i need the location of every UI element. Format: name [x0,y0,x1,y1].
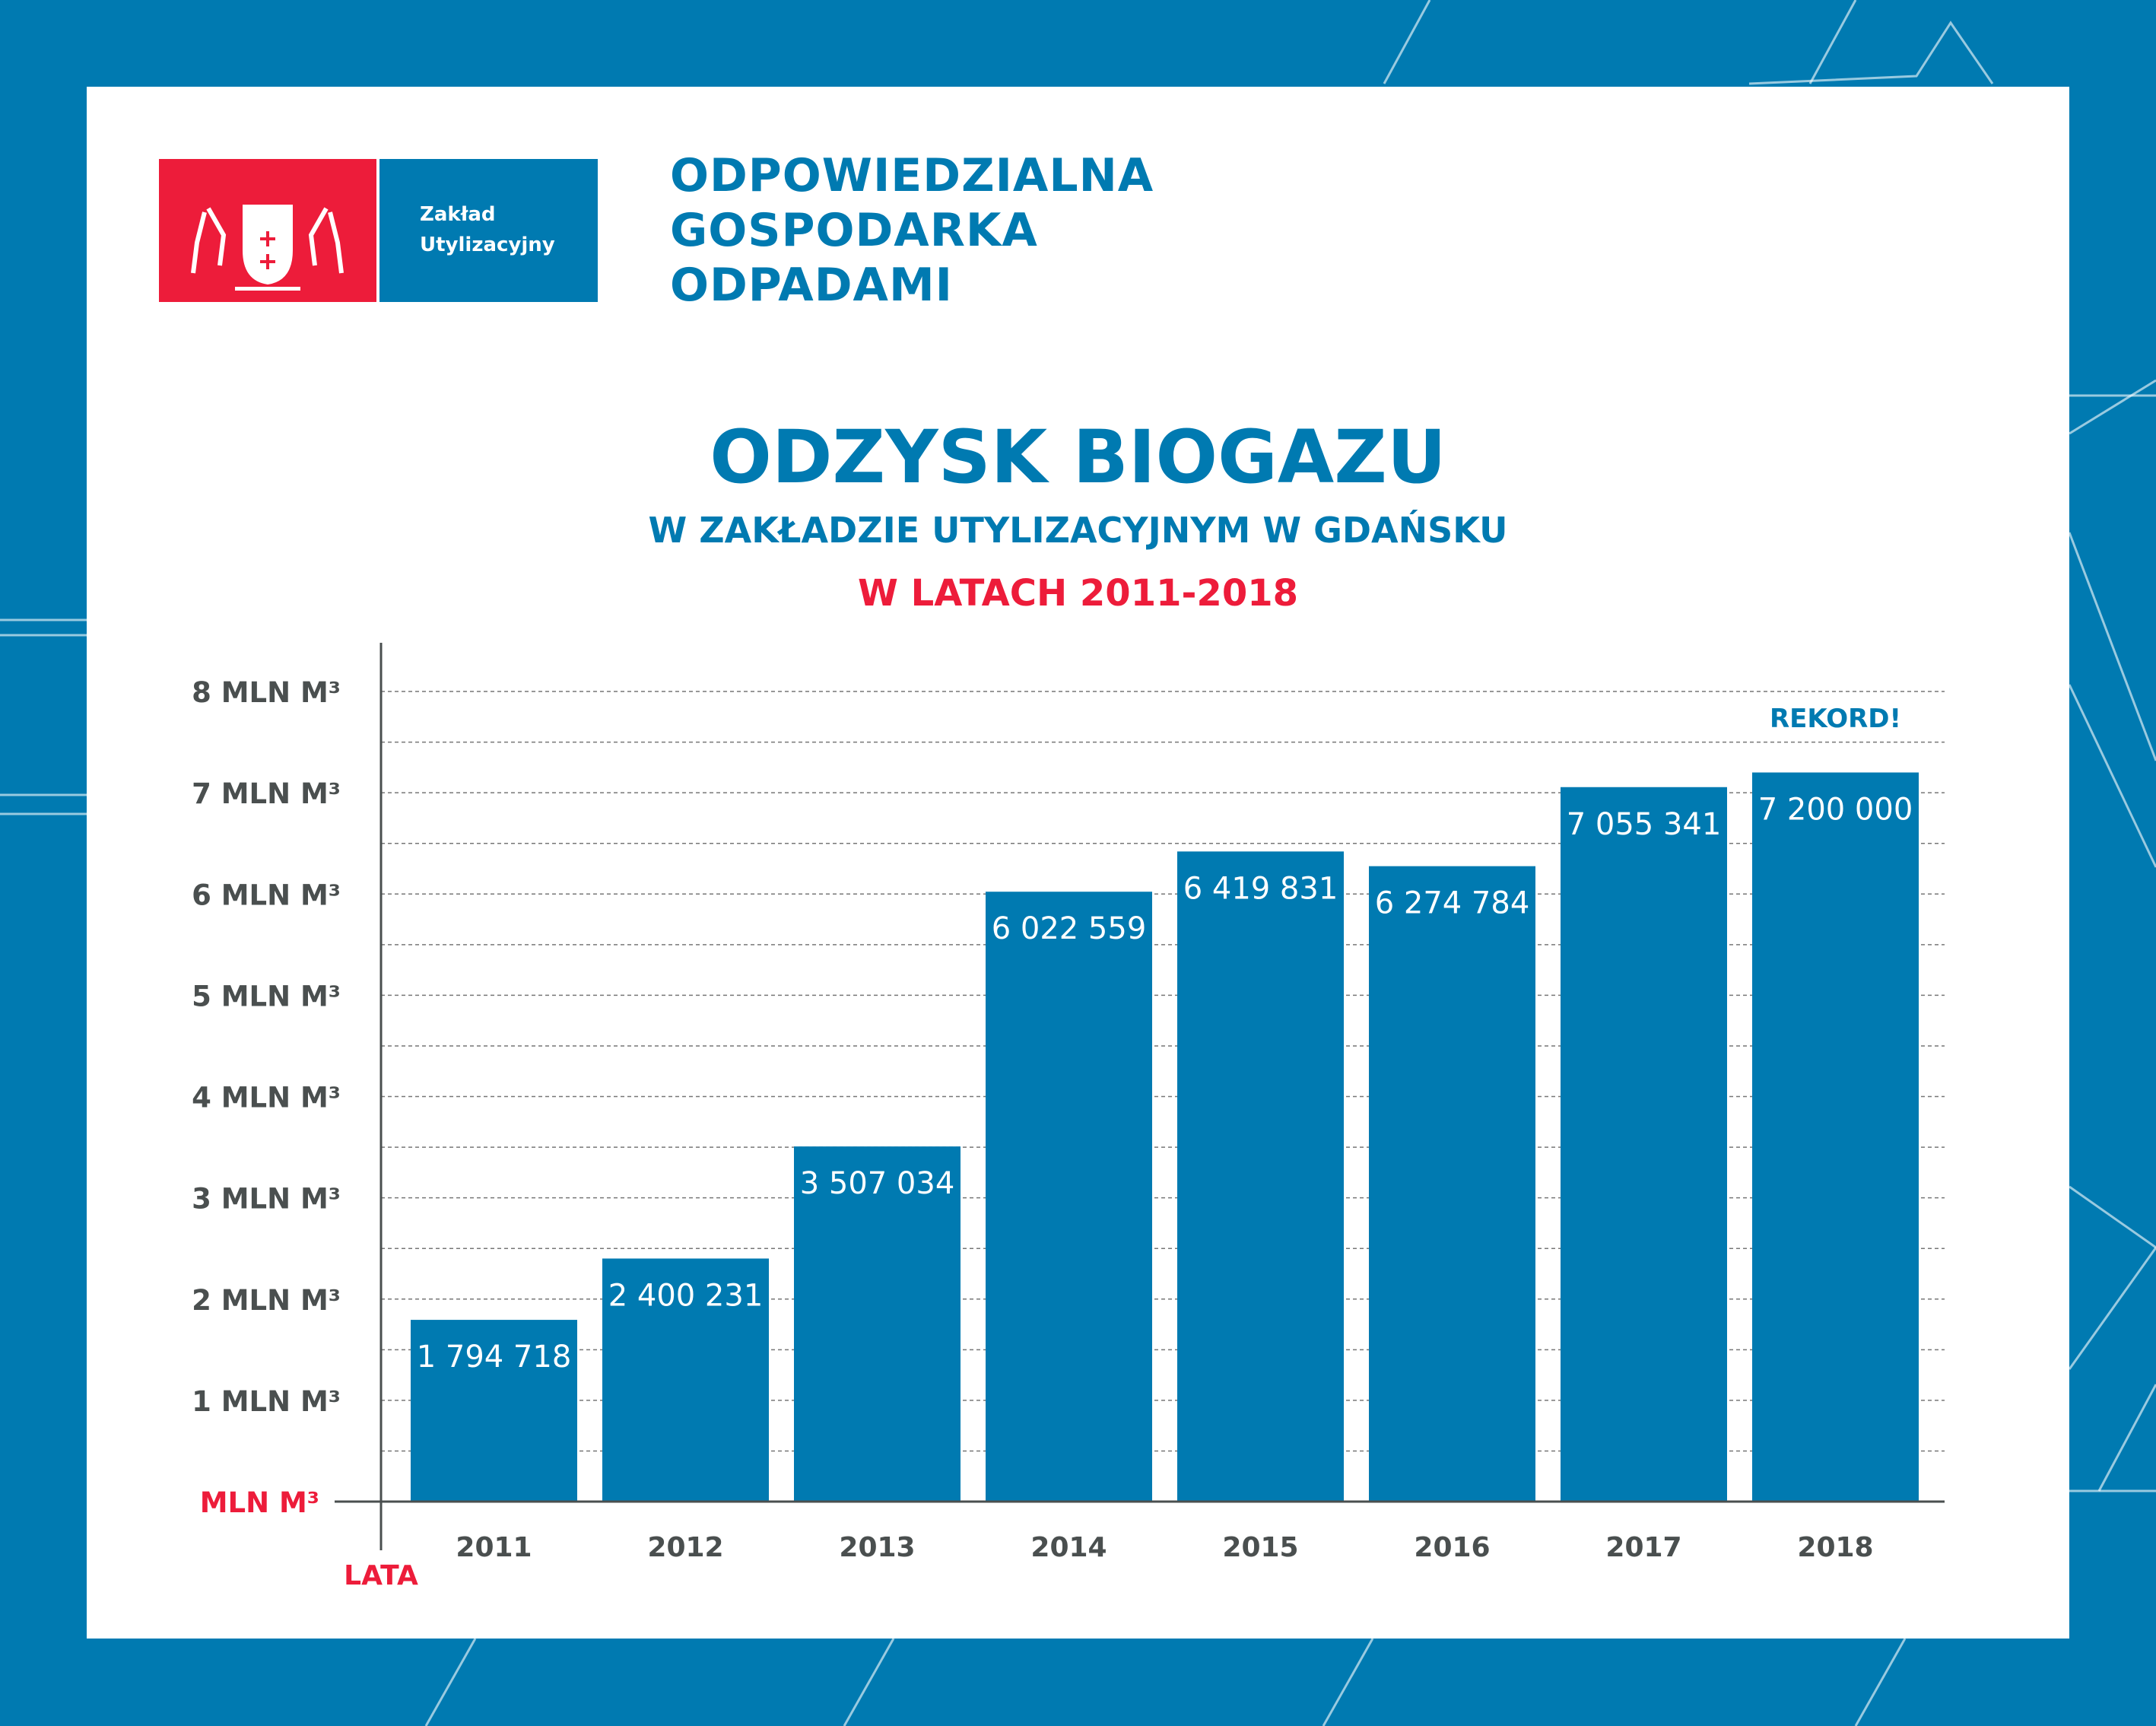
x-tick-label: 2018 [1797,1532,1873,1563]
logo-panel [379,159,598,302]
y-tick-label: 2 MLN M³ [192,1284,341,1317]
bar-2015 [1177,851,1344,1502]
x-tick-label: 2015 [1222,1532,1298,1563]
chart-subtitle-years: W LATACH 2011-2018 [857,572,1299,615]
slogan: ODPOWIEDZIALNA GOSPODARKA ODPADAMI [670,148,1154,313]
chart-title: ODZYSK BIOGAZU [710,415,1446,500]
y-tick-label: 7 MLN M³ [192,777,341,810]
bar-2013 [794,1146,961,1502]
bar-2012 [602,1258,769,1502]
data-label: 3 507 034 [800,1166,955,1201]
x-tick-label: 2017 [1605,1532,1681,1563]
logo-text: Zakład Utylizacyjny [420,199,555,260]
data-label: 1 794 718 [417,1340,572,1375]
y-axis-label: MLN M³ [200,1486,319,1519]
logo-line-1: Zakład [420,203,496,226]
bar-2018 [1752,772,1919,1502]
bar-2017 [1561,787,1727,1502]
y-tick-label: 6 MLN M³ [192,879,341,911]
x-tick-label: 2013 [839,1532,915,1563]
rekord-annotation: REKORD! [1770,704,1901,734]
data-label: 6 274 784 [1375,886,1530,921]
y-tick-label: 1 MLN M³ [192,1385,341,1418]
bar-2011 [411,1320,577,1502]
bar-2014 [986,892,1152,1502]
y-tick-label: 4 MLN M³ [192,1082,341,1114]
x-tick-label: 2012 [647,1532,723,1563]
x-tick-label: 2016 [1414,1532,1490,1563]
slogan-line-3: ODPADAMI [670,259,953,312]
x-tick-label: 2011 [456,1532,532,1563]
data-label: 6 022 559 [992,911,1147,946]
x-axis-label: LATA [344,1560,418,1591]
y-tick-label: 8 MLN M³ [192,676,341,709]
data-label: 6 419 831 [1183,871,1338,906]
y-tick-label: 5 MLN M³ [192,980,341,1012]
lions-crest-icon [191,205,344,291]
data-label: 2 400 231 [608,1278,764,1313]
logo-line-2: Utylizacyjny [420,234,555,256]
slogan-line-2: GOSPODARKA [670,204,1038,257]
y-tick-label: 3 MLN M³ [192,1183,341,1216]
gdansk-coat-of-arms-logo [159,159,376,302]
slogan-line-1: ODPOWIEDZIALNA [670,149,1154,202]
bar-2016 [1369,866,1535,1502]
x-tick-label: 2014 [1030,1532,1107,1563]
chart-subtitle: W ZAKŁADZIE UTYLIZACYJNYM W GDAŃSKU [648,510,1508,551]
data-label: 7 055 341 [1567,807,1722,842]
data-label: 7 200 000 [1758,793,1913,828]
